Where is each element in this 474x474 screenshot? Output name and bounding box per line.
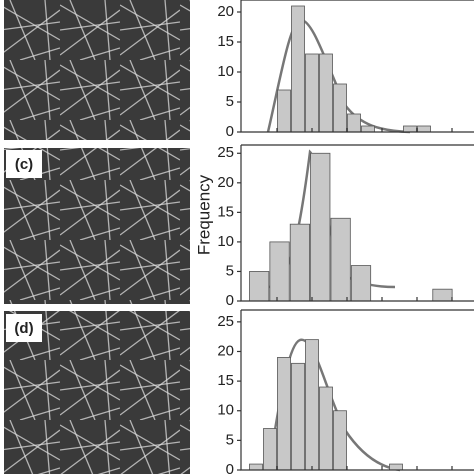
bar (319, 53, 333, 133)
y-tick-label: 25 (217, 144, 234, 161)
bar (330, 217, 351, 302)
bar (333, 410, 347, 471)
label-box (6, 314, 42, 342)
axis-frame (240, 309, 474, 471)
sem-image (4, 0, 190, 140)
bar (249, 463, 263, 471)
axis-frame (240, 0, 474, 133)
bar (347, 113, 361, 133)
bar (310, 152, 331, 302)
bar (277, 89, 291, 133)
bar (361, 125, 375, 133)
y-tick-label: 0 (226, 123, 234, 140)
bar (417, 125, 431, 133)
y-tick-label: 25 (217, 313, 234, 330)
bar (350, 265, 372, 302)
y-tick-label: 0 (226, 461, 234, 474)
bar (269, 241, 290, 302)
bar (305, 339, 319, 471)
y-tick-label: 20 (217, 3, 234, 20)
bar (403, 125, 417, 133)
y-tick-label: 10 (217, 402, 234, 419)
y-tick-label: 20 (217, 174, 234, 191)
y-tick-label: 0 (226, 292, 234, 309)
bar (277, 357, 291, 471)
label-box (6, 150, 42, 178)
y-tick-label: 15 (217, 203, 234, 220)
bar (319, 386, 333, 471)
y-tick-label: 15 (217, 33, 234, 50)
y-tick-label: 15 (217, 372, 234, 389)
y-axis-label: Frequency (194, 174, 213, 255)
bar (263, 428, 277, 471)
bar (289, 223, 310, 302)
bar (291, 362, 305, 471)
fit-curve (266, 18, 411, 134)
bar (333, 83, 347, 133)
y-tick-label: 5 (226, 93, 234, 110)
y-tick-label: 20 (217, 342, 234, 359)
bar (291, 5, 305, 133)
y-tick-label: 10 (217, 233, 234, 250)
axis-frame (240, 144, 474, 302)
bar (249, 271, 270, 302)
y-tick-label: 5 (226, 431, 234, 448)
panel-label: (d) (14, 320, 33, 337)
y-tick-label: 5 (226, 262, 234, 279)
bar (305, 53, 319, 133)
y-tick-label: 10 (217, 63, 234, 80)
bar (389, 463, 403, 471)
bar (432, 288, 453, 302)
panel-label: (c) (15, 156, 33, 173)
